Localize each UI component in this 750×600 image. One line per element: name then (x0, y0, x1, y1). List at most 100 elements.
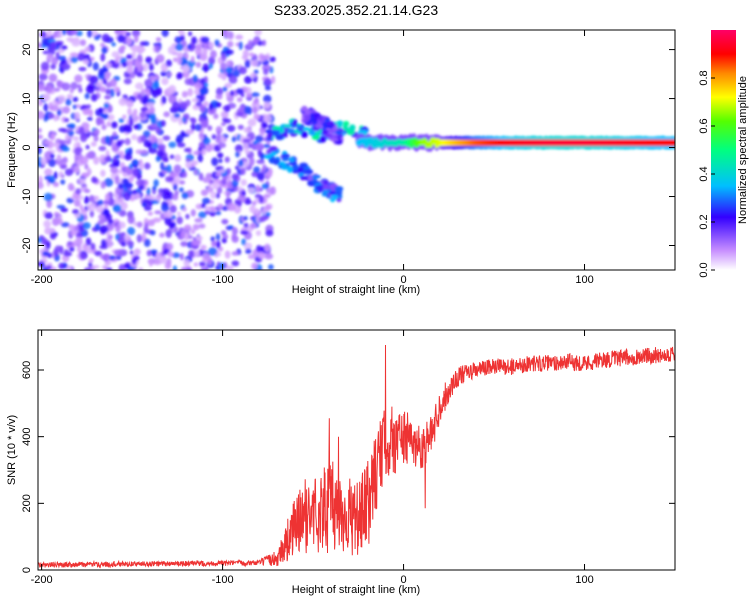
heatmap-noise-cell (237, 124, 244, 130)
colorbar-tick-label: 0.4 (698, 166, 710, 181)
heatmap-noise-cell (175, 43, 184, 51)
heatmap-noise-cell (46, 53, 54, 60)
heatmap-noise-cell (59, 139, 66, 146)
heatmap-noise-cell (200, 244, 207, 250)
heatmap-noise-cell (195, 101, 203, 107)
heatmap-noise-cell (48, 178, 56, 184)
heatmap-noise-cell (92, 264, 100, 270)
heatmap-noise-cell (38, 146, 42, 151)
heatmap-noise-cell (129, 250, 134, 255)
heatmap-noise-cell (193, 250, 200, 257)
heatmap-branch-cell (264, 129, 273, 134)
spectrogram-y-tick-label: -20 (21, 238, 33, 254)
heatmap-noise-cell (94, 250, 103, 257)
heatmap-noise-cell (150, 249, 158, 255)
heatmap-noise-cell (53, 115, 59, 122)
heatmap-noise-cell (62, 156, 68, 164)
heatmap-noise-cell (253, 69, 259, 74)
heatmap-noise-cell (216, 130, 221, 137)
heatmap-noise-cell (73, 147, 82, 156)
heatmap-noise-cell (64, 168, 74, 176)
heatmap-noise-cell (79, 39, 87, 47)
heatmap-noise-cell (152, 217, 162, 223)
heatmap-noise-cell (197, 153, 204, 163)
heatmap-noise-cell (215, 211, 222, 216)
heatmap-noise-cell (148, 63, 154, 71)
heatmap-noise-cell (262, 207, 267, 216)
heatmap-noise-cell (67, 183, 75, 191)
heatmap-noise-cell (128, 118, 134, 127)
heatmap-noise-cell (152, 186, 157, 191)
spectrogram-x-tick-label: -100 (212, 274, 234, 286)
heatmap-noise-cell (131, 134, 138, 141)
heatmap-noise-cell (174, 154, 182, 163)
heatmap-noise-cell (221, 53, 227, 62)
heatmap-noise-cell (223, 118, 232, 124)
heatmap-noise-cell (231, 173, 239, 181)
heatmap-noise-cell (174, 190, 179, 196)
heatmap-branch-cell (289, 156, 295, 163)
heatmap-noise-cell (61, 45, 68, 50)
spectrogram-y-ticks: -20 -10 0 10 20 (21, 43, 675, 253)
heatmap-noise-cell (124, 234, 129, 240)
heatmap-noise-cell (38, 134, 44, 140)
heatmap-noise-cell (145, 56, 153, 64)
heatmap-branch-cell (312, 112, 321, 118)
heatmap-noise-cell (249, 52, 254, 57)
heatmap-noise-cell (143, 205, 152, 211)
heatmap-noise-cell (126, 53, 133, 60)
heatmap-noise-cell (192, 74, 198, 83)
heatmap-noise-cell (40, 61, 50, 71)
heatmap-noise-cell (87, 116, 93, 121)
heatmap-noise-cell (178, 116, 183, 126)
heatmap-noise-cell (105, 213, 113, 221)
heatmap-noise-cell (185, 213, 190, 220)
heatmap-noise-cell (53, 171, 58, 180)
heatmap-noise-cell (221, 178, 227, 185)
heatmap-branch-cell (275, 134, 284, 141)
heatmap-noise-cell (261, 121, 268, 129)
heatmap-noise-cell (263, 101, 271, 109)
heatmap-noise-cell (247, 118, 257, 127)
heatmap-noise-cell (52, 32, 58, 39)
heatmap-noise-cell (153, 260, 162, 266)
heatmap-noise-cell (54, 245, 63, 253)
heatmap-noise-cell (56, 109, 62, 116)
heatmap-noise-cell (112, 204, 122, 213)
heatmap-noise-cell (58, 262, 65, 270)
heatmap-noise-cell (111, 144, 119, 153)
snr-series-line (38, 344, 675, 569)
heatmap-noise-cell (179, 252, 184, 261)
heatmap-noise-cell (122, 114, 127, 120)
spectrogram-y-tick-label: 20 (21, 43, 33, 55)
heatmap-noise-cell (180, 266, 187, 270)
heatmap-noise-cell (147, 219, 155, 227)
heatmap-noise-cell (114, 30, 121, 35)
heatmap-noise-cell (100, 53, 106, 62)
heatmap-noise-cell (85, 85, 95, 94)
heatmap-noise-cell (133, 108, 138, 115)
heatmap-noise-cell (118, 97, 128, 106)
heatmap-noise-cell (114, 198, 120, 207)
heatmap-noise-cell (262, 163, 267, 172)
heatmap-noise-cell (144, 78, 153, 88)
heatmap-noise-cell (162, 135, 171, 141)
heatmap-noise-cell (140, 135, 147, 143)
heatmap-noise-cell (184, 232, 189, 242)
heatmap-noise-cell (164, 261, 172, 270)
heatmap-noise-cell (71, 30, 78, 36)
heatmap-noise-cell (126, 100, 134, 108)
heatmap-noise-cell (223, 104, 231, 113)
heatmap-noise-cell (176, 134, 184, 143)
spectrogram-plot-frame (37, 29, 676, 271)
heatmap-noise-cell (169, 154, 175, 160)
heatmap-noise-cell (176, 72, 184, 79)
heatmap-noise-cell (38, 43, 42, 49)
heatmap-noise-cell (103, 108, 109, 113)
heatmap-noise-cell (250, 59, 259, 67)
heatmap-noise-cell (161, 30, 169, 37)
heatmap-noise-cell (100, 42, 106, 48)
heatmap-noise-cell (111, 51, 120, 58)
heatmap-noise-cell (61, 62, 71, 70)
heatmap-noise-cell (244, 75, 253, 84)
